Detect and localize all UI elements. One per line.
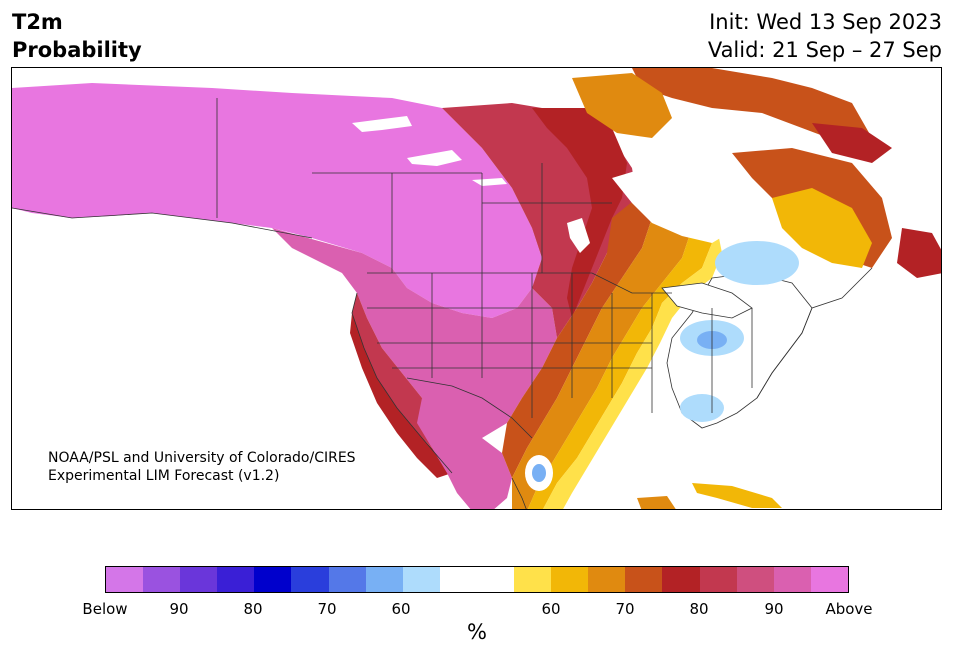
region-arctic-islands	[632, 68, 872, 143]
state-lines	[367, 273, 753, 418]
colorbar-swatch	[106, 567, 144, 592]
colorbar-swatch	[476, 567, 515, 592]
region-great-plains	[502, 198, 652, 478]
great-lakes	[661, 282, 753, 319]
region-yucatan	[637, 496, 676, 509]
map-canvas	[12, 68, 941, 509]
colorbar-tick-label: 60	[391, 600, 411, 618]
colorbar-swatch	[217, 567, 255, 592]
colorbar-swatch	[254, 567, 292, 592]
region-west-us	[272, 228, 557, 438]
init-date: Init: Wed 13 Sep 2023	[709, 10, 942, 34]
us-mexico-border	[406, 377, 533, 439]
credit-text: NOAA/PSL and University of Colorado/CIRE…	[48, 449, 356, 485]
valid-dates: Valid: 21 Sep – 27 Sep	[707, 38, 942, 62]
lake-athabasca	[472, 178, 507, 186]
region-labrador-yellow	[772, 188, 872, 268]
credit-line1: NOAA/PSL and University of Colorado/CIRE…	[48, 450, 356, 466]
great-slave-lake	[407, 150, 462, 166]
colorbar-tick-label: 80	[689, 600, 709, 618]
colorbar-tick-label: 60	[541, 600, 561, 618]
colorbar-swatch	[180, 567, 218, 592]
region-manitoba	[532, 108, 627, 318]
colorbar-swatch	[439, 567, 477, 592]
colorbar-swatch	[810, 567, 848, 592]
province-lines	[312, 163, 612, 273]
credit-line2: Experimental LIM Forecast (v1.2)	[48, 468, 280, 484]
colorbar-swatch	[402, 567, 440, 592]
colorbar-tick-label: 90	[169, 600, 189, 618]
colorbar-swatch	[143, 567, 181, 592]
colorbar-swatch	[551, 567, 589, 592]
colorbar-swatch	[328, 567, 366, 592]
colorbar-swatch	[514, 567, 552, 592]
map-title-line2: Probability	[12, 38, 142, 62]
colorbar-swatch	[588, 567, 626, 592]
colorbar	[105, 566, 849, 593]
colorbar-tick-label: 70	[615, 600, 635, 618]
region-below-quebec	[715, 241, 799, 285]
lakes-layer	[352, 116, 753, 319]
colorbar-tick-label: Above	[825, 600, 873, 618]
map-title-line1: T2m	[12, 10, 63, 34]
region-greenland-edge	[812, 123, 892, 163]
region-below-gulf-core	[532, 464, 546, 482]
great-bear-lake	[352, 116, 412, 132]
colorbar-swatch	[699, 567, 737, 592]
colorbar-tick-label: Below	[82, 600, 128, 618]
colorbar-swatch	[365, 567, 403, 592]
land-layer	[12, 68, 941, 509]
region-baffin	[572, 73, 672, 138]
colorbar-swatch	[625, 567, 663, 592]
colorbar-swatch	[736, 567, 774, 592]
probability-map	[11, 67, 942, 510]
region-below-southeast	[680, 394, 724, 422]
borders-layer	[12, 98, 873, 509]
lake-winnipeg	[567, 218, 590, 253]
region-midwest	[512, 198, 692, 509]
hudson-bay	[612, 163, 742, 243]
colorbar-swatch	[291, 567, 329, 592]
region-alaska	[12, 83, 542, 318]
colorbar-tick-label: 90	[764, 600, 784, 618]
region-ohio-valley	[527, 208, 712, 509]
colorbar-unit: %	[467, 620, 487, 644]
region-cuba	[692, 483, 782, 508]
region-mexico	[417, 398, 512, 509]
coastline	[12, 207, 873, 509]
colorbar-swatch	[773, 567, 811, 592]
forecast-dates: Init: Wed 13 Sep 2023 Valid: 21 Sep – 27…	[708, 8, 942, 64]
colorbar-tick-label: 70	[317, 600, 337, 618]
colorbar-tick-label: 80	[243, 600, 263, 618]
map-title: T2m Probability	[12, 8, 142, 64]
region-newfoundland	[897, 228, 941, 278]
colorbar-swatch	[662, 567, 700, 592]
